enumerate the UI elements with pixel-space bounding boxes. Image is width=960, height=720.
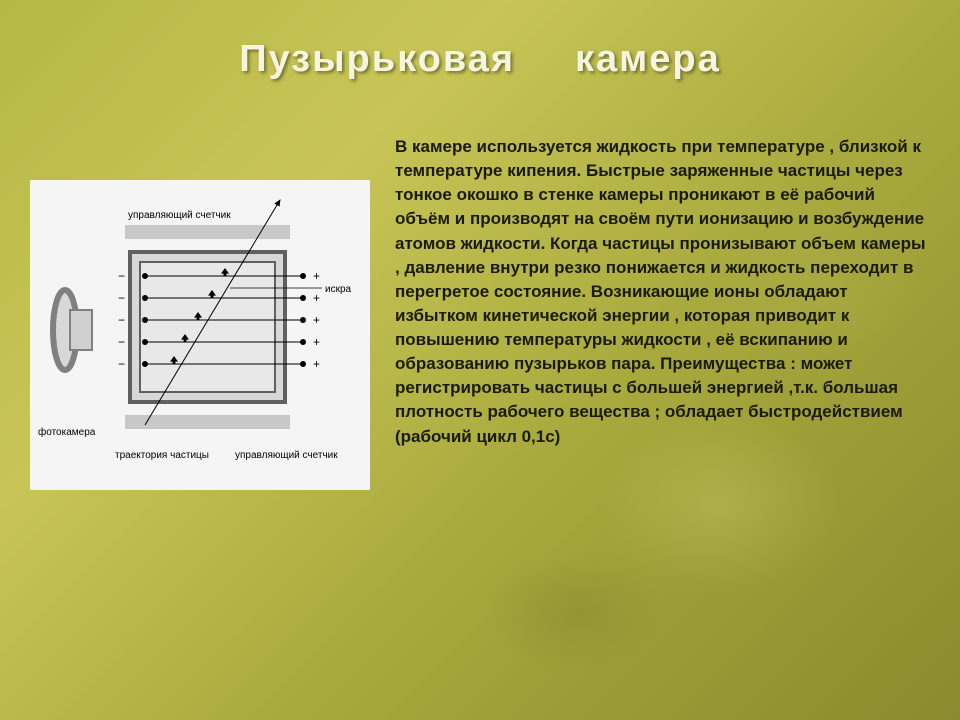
label-top-counter: управляющий счетчик — [128, 210, 231, 221]
minus-sign: − — [118, 291, 125, 305]
plus-sign: + — [313, 313, 320, 327]
label-bottom-counter: управляющий счетчик — [235, 450, 338, 461]
terminal-left-dot — [142, 273, 148, 279]
terminal-right-dot — [300, 317, 306, 323]
terminal-right-dot — [300, 339, 306, 345]
minus-sign: − — [118, 357, 125, 371]
terminal-left-dot — [142, 339, 148, 345]
plus-sign: + — [313, 291, 320, 305]
chamber-inner — [140, 262, 275, 392]
title-word-2: камера — [575, 38, 721, 80]
terminal-left-dot — [142, 361, 148, 367]
diagram-svg: − + − + − + − + − + управляющий счетчик искра фот… — [30, 180, 370, 490]
minus-sign: − — [118, 269, 125, 283]
plus-sign: + — [313, 335, 320, 349]
terminal-right-dot — [300, 295, 306, 301]
terminal-right-dot — [300, 361, 306, 367]
terminal-left-dot — [142, 317, 148, 323]
terminal-right-dot — [300, 273, 306, 279]
plus-sign: + — [313, 269, 320, 283]
label-spark: искра — [325, 284, 352, 295]
plus-sign: + — [313, 357, 320, 371]
minus-sign: − — [118, 313, 125, 327]
label-trajectory: траектория частицы — [115, 450, 209, 461]
title-word-1: Пузырьковая — [239, 38, 515, 80]
label-camera: фотокамера — [38, 426, 96, 438]
body-paragraph: В камере используется жидкость при темпе… — [395, 135, 930, 449]
terminal-left-dot — [142, 295, 148, 301]
bubble-chamber-diagram: − + − + − + − + − + управляющий счетчик искра фот… — [30, 180, 370, 490]
slide-title: Пузырьковая камера — [0, 38, 960, 81]
top-counter-bar — [125, 225, 290, 239]
minus-sign: − — [118, 335, 125, 349]
camera-body — [70, 310, 92, 350]
